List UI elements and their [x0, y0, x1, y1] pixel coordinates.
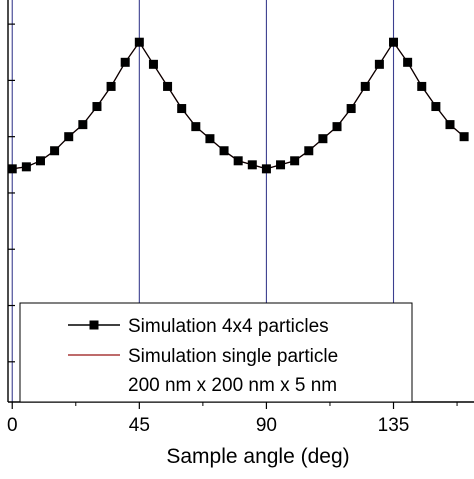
data-point-4x4-130	[374, 59, 384, 69]
data-point-4x4-20	[64, 132, 74, 142]
x-tick-label-90: 90	[256, 415, 277, 436]
data-point-4x4-125	[360, 81, 370, 91]
x-tick-label-45: 45	[129, 415, 150, 436]
data-point-4x4-65	[191, 122, 201, 132]
data-point-4x4-150	[431, 102, 441, 112]
x-axis-title: Sample angle (deg)	[166, 445, 349, 468]
legend-entry-dimensions: 200 nm x 200 nm x 5 nm	[128, 375, 337, 396]
data-point-4x4-40	[120, 57, 130, 67]
data-point-4x4-160	[459, 132, 469, 142]
data-point-4x4-75	[219, 146, 229, 156]
data-point-4x4-70	[205, 134, 215, 144]
data-point-4x4-115	[332, 122, 342, 132]
data-point-4x4-30	[92, 102, 102, 112]
data-point-4x4-10	[35, 156, 45, 166]
legend-box	[19, 302, 413, 403]
legend-entry-4x4: Simulation 4x4 particles	[128, 316, 329, 337]
data-point-4x4-35	[106, 81, 116, 91]
data-point-4x4-100	[290, 156, 300, 166]
data-point-4x4-55	[163, 81, 173, 91]
legend: Simulation 4x4 particles Simulation sing…	[19, 302, 413, 403]
data-point-4x4-15	[50, 146, 60, 156]
data-point-4x4-45	[134, 37, 144, 47]
data-point-4x4-110	[318, 134, 328, 144]
data-point-4x4-140	[403, 57, 413, 67]
data-point-4x4-105	[304, 146, 314, 156]
data-point-4x4-80	[233, 156, 243, 166]
series-markers	[7, 37, 469, 174]
data-point-4x4-155	[445, 120, 455, 130]
data-point-4x4-50	[148, 59, 158, 69]
y-axis-ticks	[8, 23, 15, 363]
data-point-4x4-95	[276, 160, 286, 170]
series-line-simulation-single	[12, 41, 465, 170]
legend-swatch-4x4-marker	[89, 320, 99, 330]
data-point-4x4-25	[78, 120, 88, 130]
data-point-4x4-145	[417, 81, 427, 91]
series-lines	[12, 41, 465, 170]
data-point-4x4-135	[389, 37, 399, 47]
legend-entry-single: Simulation single particle	[128, 346, 338, 367]
data-point-4x4-0	[7, 164, 17, 174]
data-point-4x4-85	[247, 160, 257, 170]
data-point-4x4-5	[21, 162, 31, 172]
x-tick-label-135: 135	[378, 415, 410, 436]
series-line-simulation-4x4	[12, 41, 465, 170]
data-point-4x4-90	[261, 164, 271, 174]
x-axis-ticks: 0 45 90 135	[7, 402, 458, 436]
data-point-4x4-120	[346, 104, 356, 114]
data-point-4x4-60	[177, 104, 187, 114]
x-tick-label-0: 0	[7, 415, 18, 436]
